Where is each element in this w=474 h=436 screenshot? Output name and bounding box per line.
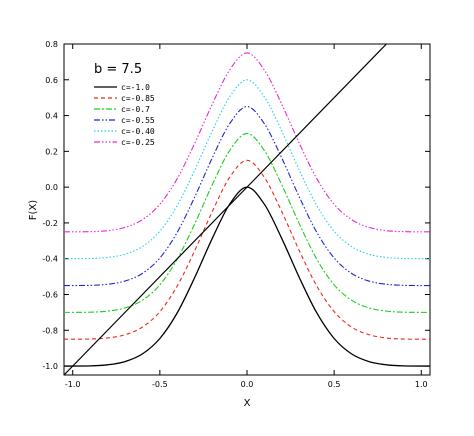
series-line-5 <box>63 52 431 233</box>
plot-frame <box>63 43 431 376</box>
x-axis-label: X <box>244 398 251 409</box>
y-tick-label: -0.6 <box>42 290 58 299</box>
tick-labels: -1.0 -0.5 0.0 0.5 1.0 -1.0 -0.8 -0.6 -0.4 -0.2 0.0… <box>42 40 427 389</box>
x-tick-label: 1.0 <box>415 380 428 389</box>
series-group <box>63 43 431 376</box>
series-line-4 <box>63 79 431 260</box>
x-tick-label: 0.0 <box>241 380 254 389</box>
y-tick-label: 0.2 <box>45 147 58 156</box>
legend-label-4: c=-0.40 <box>121 127 155 136</box>
y-tick-label: 0.8 <box>45 40 58 49</box>
series-line-2 <box>63 132 431 313</box>
y-tick-label: 0.0 <box>45 183 58 192</box>
series-line-1 <box>63 159 431 340</box>
series-line-0 <box>63 186 431 367</box>
legend: b = 7.5 c=-1.0 c=-0.85 c=-0.7 c=-0.55 c=-0.4… <box>94 62 155 147</box>
legend-label-2: c=-0.7 <box>121 105 150 114</box>
x-tick-label: -1.0 <box>65 380 81 389</box>
legend-label-1: c=-0.85 <box>121 94 155 103</box>
y-tick-label: -0.4 <box>42 255 58 264</box>
y-tick-label: -0.2 <box>42 219 58 228</box>
y-tick-label: 0.4 <box>45 112 58 121</box>
legend-label-0: c=-1.0 <box>121 83 150 92</box>
legend-label-5: c=-0.25 <box>121 138 155 147</box>
y-tick-label: -0.8 <box>42 326 58 335</box>
reference-diagonal-line <box>63 43 387 376</box>
y-tick-label: -1.0 <box>42 362 58 371</box>
x-tick-label: 0.5 <box>328 380 341 389</box>
x-tick-label: -0.5 <box>152 380 168 389</box>
legend-title: b = 7.5 <box>94 62 142 77</box>
ticks <box>64 43 430 375</box>
legend-label-3: c=-0.55 <box>121 116 155 125</box>
y-tick-label: 0.6 <box>45 76 58 85</box>
y-axis-label: F(X) <box>28 200 39 221</box>
